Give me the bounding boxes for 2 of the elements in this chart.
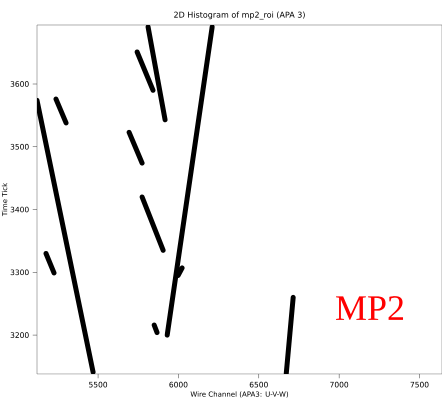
chart-title: 2D Histogram of mp2_roi (APA 3) bbox=[174, 12, 305, 20]
annotation: MP2 bbox=[336, 296, 404, 320]
